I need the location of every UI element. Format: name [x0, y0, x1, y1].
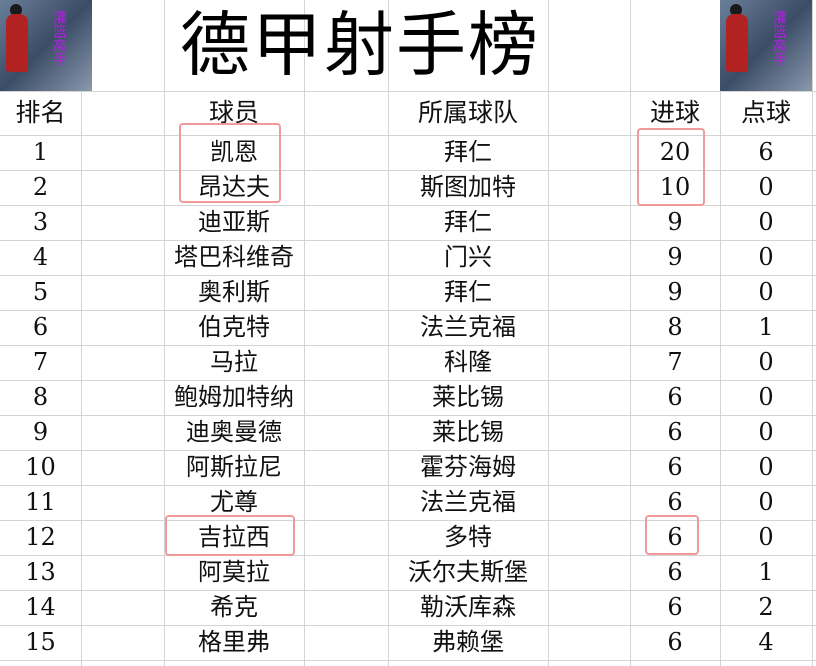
cell-team: 斯图加特 [420, 173, 516, 201]
cell-penalties: 0 [758, 278, 774, 306]
cell-player: 鲍姆加特纳 [174, 383, 294, 411]
cell-goals: 9 [667, 243, 683, 271]
cell-team: 科隆 [444, 348, 492, 376]
logo-image-left: 灌篮高手 [0, 0, 92, 91]
cell-goals: 8 [667, 313, 683, 341]
cell-team: 莱比锡 [432, 383, 504, 411]
cell-goals: 6 [667, 523, 683, 551]
cell-player: 希克 [210, 593, 258, 621]
cell-team: 门兴 [444, 243, 492, 271]
highlight-box-player-12 [165, 515, 295, 556]
header-rank: 排名 [15, 98, 66, 127]
cell-goals: 9 [667, 208, 683, 236]
cell-penalties: 2 [758, 593, 774, 621]
cell-team: 多特 [444, 523, 492, 551]
cell-rank: 11 [25, 488, 56, 516]
cell-penalties: 1 [758, 313, 774, 341]
cell-player: 格里弗 [198, 628, 270, 656]
cell-penalties: 0 [758, 348, 774, 376]
cell-player: 阿斯拉尼 [186, 453, 282, 481]
cell-goals: 6 [667, 488, 683, 516]
cell-player: 昂达夫 [198, 173, 270, 201]
cell-team: 弗赖堡 [432, 628, 504, 656]
cell-team: 拜仁 [444, 278, 492, 306]
cell-rank: 2 [32, 173, 49, 201]
cell-penalties: 0 [758, 208, 774, 236]
cell-team: 莱比锡 [432, 418, 504, 446]
cell-penalties: 0 [758, 418, 774, 446]
cell-goals: 7 [667, 348, 683, 376]
cell-penalties: 0 [758, 383, 774, 411]
cell-rank: 15 [25, 628, 56, 656]
cell-rank: 12 [25, 523, 56, 551]
cell-penalties: 0 [758, 173, 774, 201]
cell-player: 伯克特 [198, 313, 270, 341]
cell-player: 迪奥曼德 [186, 418, 282, 446]
cell-rank: 6 [32, 313, 49, 341]
cell-rank: 8 [32, 383, 49, 411]
cell-penalties: 0 [758, 523, 774, 551]
cell-rank: 9 [32, 418, 49, 446]
cell-penalties: 6 [758, 138, 774, 166]
cell-rank: 13 [25, 558, 56, 586]
cell-team: 拜仁 [444, 138, 492, 166]
cell-penalties: 1 [758, 558, 774, 586]
cell-rank: 7 [32, 348, 49, 376]
header-team: 所属球队 [417, 98, 518, 127]
highlight-box-goals [637, 128, 705, 206]
cell-rank: 10 [25, 453, 56, 481]
cell-rank: 5 [32, 278, 49, 306]
cell-team: 霍芬海姆 [420, 453, 516, 481]
cell-player: 尤尊 [210, 488, 258, 516]
cell-team: 法兰克福 [420, 313, 516, 341]
cell-player: 塔巴科维奇 [174, 243, 294, 271]
cell-team: 沃尔夫斯堡 [408, 558, 528, 586]
cell-penalties: 4 [758, 628, 774, 656]
cell-rank: 14 [25, 593, 56, 621]
cell-team: 勒沃库森 [420, 593, 516, 621]
cell-penalties: 0 [758, 243, 774, 271]
cell-goals: 6 [667, 593, 683, 621]
cell-rank: 4 [32, 243, 49, 271]
cell-penalties: 0 [758, 488, 774, 516]
header-goals: 进球 [649, 98, 700, 127]
cell-team: 法兰克福 [420, 488, 516, 516]
cell-goals: 6 [667, 418, 683, 446]
highlight-box-goals-12 [645, 515, 699, 555]
cell-player: 奥利斯 [198, 278, 270, 306]
highlight-box-players [179, 123, 281, 203]
cell-team: 拜仁 [444, 208, 492, 236]
cell-goals: 20 [659, 138, 691, 166]
logo-image-right: 灌篮高手 [720, 0, 812, 91]
cell-goals: 6 [667, 453, 683, 481]
cell-goals: 6 [667, 558, 683, 586]
cell-rank: 1 [32, 138, 49, 166]
cell-player: 吉拉西 [198, 523, 270, 551]
cell-penalties: 0 [758, 453, 774, 481]
header-penalties: 点球 [740, 98, 791, 127]
cell-player: 凯恩 [210, 138, 258, 166]
cell-goals: 9 [667, 278, 683, 306]
cell-rank: 3 [32, 208, 49, 236]
header-player: 球员 [208, 98, 259, 127]
cell-goals: 6 [667, 628, 683, 656]
cell-player: 迪亚斯 [198, 208, 270, 236]
cell-goals: 10 [659, 173, 691, 201]
page-title: 德甲射手榜 [180, 4, 540, 86]
cell-player: 阿莫拉 [198, 558, 270, 586]
cell-goals: 6 [667, 383, 683, 411]
cell-player: 马拉 [210, 348, 258, 376]
